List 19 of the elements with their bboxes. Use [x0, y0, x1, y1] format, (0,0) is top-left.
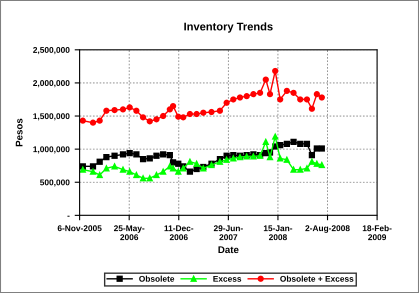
y-tick-label: 2,500,000: [33, 47, 70, 54]
legend-label: Obsolete + Excess: [280, 276, 354, 282]
legend-label: Obsolete: [139, 276, 174, 282]
y-tick-label: 2,000,000: [33, 80, 70, 88]
chart-title: Inventory Trends: [184, 22, 273, 33]
y-tick-label: 1,000,000: [33, 146, 70, 154]
x-tick-label: 2-Aug-2008: [305, 225, 350, 233]
x-tick-label: 18-Feb- 2009: [362, 225, 392, 240]
y-tick-label: -: [67, 216, 70, 217]
y-tick-label: 1,500,000: [33, 113, 70, 120]
x-tick-label: 11-Dec- 2006: [164, 225, 194, 240]
x-tick-label: 25-May- 2006: [114, 225, 144, 240]
legend-label: Excess: [213, 276, 242, 282]
x-tick-label: 15-Jan- 2008: [264, 225, 292, 240]
y-tick-label: 500,000: [40, 179, 70, 187]
x-axis-title: Date: [218, 246, 239, 254]
y-axis-title: Pesos: [16, 118, 23, 146]
x-tick-label: 29-Jun- 2007: [214, 225, 243, 240]
x-tick-label: 6-Nov-2005: [58, 225, 102, 232]
